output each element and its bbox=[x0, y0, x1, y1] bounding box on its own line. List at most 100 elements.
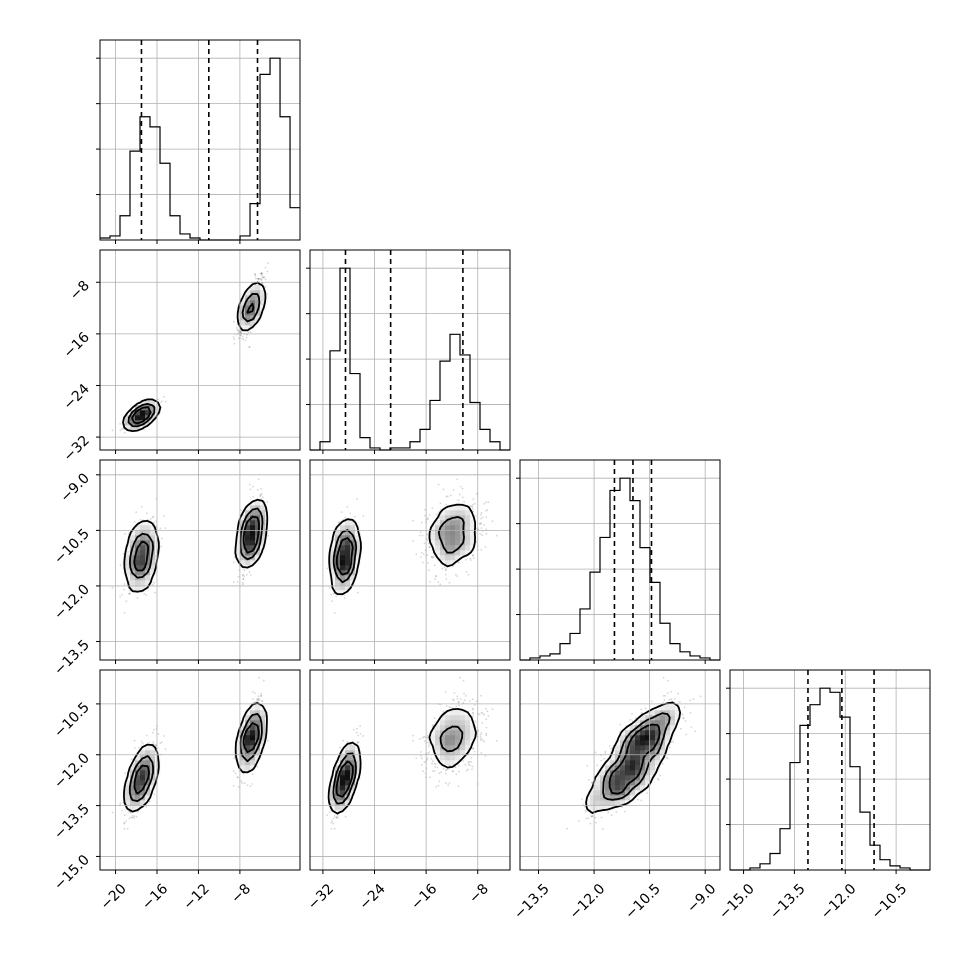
sample-point bbox=[257, 277, 260, 280]
density-cell bbox=[445, 540, 451, 546]
density-cell bbox=[465, 510, 471, 516]
sample-point bbox=[111, 586, 114, 589]
sample-point bbox=[439, 583, 442, 586]
sample-point bbox=[249, 574, 252, 576]
sample-point bbox=[135, 815, 138, 818]
sample-point bbox=[495, 534, 498, 537]
sample-point bbox=[428, 546, 431, 549]
sample-point bbox=[266, 293, 268, 295]
sample-point bbox=[260, 278, 263, 280]
sample-point bbox=[240, 337, 243, 340]
density-cell bbox=[455, 540, 461, 546]
sample-point bbox=[123, 583, 126, 585]
sample-point bbox=[152, 515, 155, 518]
sample-point bbox=[431, 507, 434, 509]
density-cell bbox=[245, 535, 251, 541]
sample-point bbox=[140, 505, 143, 508]
sample-point bbox=[463, 500, 465, 503]
sample-point bbox=[432, 556, 434, 559]
sample-point bbox=[426, 517, 429, 520]
density-cell bbox=[455, 520, 461, 526]
sample-point bbox=[261, 496, 264, 499]
sample-point bbox=[472, 557, 475, 560]
sample-point bbox=[161, 400, 163, 403]
sample-point bbox=[254, 272, 256, 275]
histogram-step-p0 bbox=[100, 57, 301, 241]
sample-point bbox=[349, 512, 352, 515]
sample-point bbox=[330, 593, 332, 596]
sample-point bbox=[461, 496, 464, 499]
sample-point bbox=[467, 574, 470, 576]
sample-point bbox=[236, 329, 239, 331]
density-cell bbox=[140, 545, 146, 551]
sample-point bbox=[125, 600, 128, 602]
sample-point bbox=[423, 542, 426, 545]
sample-point bbox=[237, 331, 240, 334]
sample-point bbox=[256, 277, 259, 280]
sample-point bbox=[237, 329, 240, 332]
density-cell bbox=[150, 530, 156, 536]
density-cell bbox=[455, 530, 461, 536]
sample-point bbox=[457, 499, 460, 501]
sample-point bbox=[427, 561, 429, 564]
density-cell bbox=[245, 560, 251, 566]
scatter-panel-p0-p2 bbox=[111, 478, 269, 614]
sample-point bbox=[135, 511, 138, 514]
sample-point bbox=[459, 485, 462, 488]
sample-point bbox=[252, 495, 255, 498]
sample-point bbox=[445, 495, 448, 498]
sample-point bbox=[445, 578, 448, 580]
sample-point bbox=[412, 540, 414, 542]
sample-point bbox=[252, 485, 255, 488]
sample-point bbox=[151, 583, 154, 586]
sample-point bbox=[437, 581, 440, 584]
sample-point bbox=[427, 569, 430, 572]
sample-point bbox=[153, 521, 155, 524]
sample-point bbox=[461, 487, 464, 490]
histogram-panel-p0 bbox=[96, 40, 301, 241]
sample-point bbox=[242, 338, 245, 341]
sample-point bbox=[422, 561, 424, 564]
density-cell bbox=[460, 510, 466, 516]
sample-point bbox=[256, 488, 259, 491]
sample-point bbox=[119, 595, 121, 598]
sample-point bbox=[261, 282, 263, 285]
density-cell bbox=[250, 520, 256, 526]
panel-frame bbox=[309, 249, 511, 451]
sample-point bbox=[122, 428, 125, 430]
sample-point bbox=[480, 512, 483, 514]
density-cell bbox=[340, 560, 346, 566]
density-cell bbox=[335, 580, 341, 586]
sample-point bbox=[248, 346, 251, 348]
sample-point bbox=[154, 591, 156, 594]
sample-point bbox=[479, 533, 482, 535]
sample-point bbox=[335, 595, 337, 598]
sample-point bbox=[454, 573, 457, 576]
density-cell bbox=[450, 555, 456, 561]
sample-point bbox=[145, 594, 148, 596]
sample-point bbox=[254, 275, 257, 277]
sample-point bbox=[420, 556, 422, 558]
sample-point bbox=[439, 502, 442, 505]
sample-point bbox=[242, 578, 245, 580]
density-cell bbox=[250, 540, 256, 546]
sample-point bbox=[483, 524, 485, 526]
density-cell bbox=[345, 545, 351, 551]
sample-point bbox=[236, 327, 238, 329]
sample-point bbox=[131, 815, 134, 817]
sample-point bbox=[240, 334, 242, 336]
density-cell bbox=[465, 515, 471, 521]
sample-point bbox=[153, 581, 156, 584]
sample-point bbox=[441, 567, 444, 570]
sample-point bbox=[421, 534, 424, 537]
sample-point bbox=[119, 423, 121, 425]
sample-point bbox=[419, 531, 422, 534]
density-cell bbox=[455, 510, 461, 516]
density-cell bbox=[465, 525, 471, 531]
sample-point bbox=[266, 270, 269, 273]
density-cell bbox=[345, 560, 351, 566]
sample-point bbox=[485, 528, 488, 531]
sample-point bbox=[254, 277, 257, 280]
density-cell bbox=[345, 555, 351, 561]
sample-point bbox=[257, 277, 260, 280]
